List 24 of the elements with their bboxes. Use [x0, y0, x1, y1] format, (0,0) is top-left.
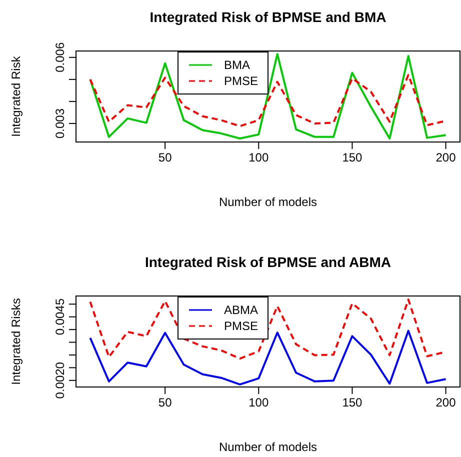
- y-axis-title: Integrated Risk: [9, 55, 23, 137]
- x-tick-label: 200: [436, 396, 456, 410]
- y-tick-label: 0.006: [53, 42, 68, 72]
- x-tick-label: 100: [248, 150, 269, 165]
- line-series: [89, 53, 447, 140]
- x-tick-label: 200: [436, 150, 456, 165]
- legend-label: PMSE: [224, 74, 258, 88]
- x-axis-title: Number of models: [218, 440, 318, 454]
- legend-label: ABMA: [224, 303, 258, 318]
- chart-title: Integrated Risk of BPMSE and ABMA: [144, 254, 392, 270]
- x-tick-label: 150: [342, 396, 363, 410]
- x-tick-label: 50: [158, 396, 172, 410]
- x-tick-label: 50: [158, 150, 172, 165]
- y-tick-label: 0.003: [53, 108, 68, 139]
- y-tick-label: 0.0045: [53, 298, 68, 336]
- x-tick-label: 150: [342, 150, 363, 165]
- line-series: [89, 330, 447, 386]
- chart-title: Integrated Risk of BPMSE and BMA: [150, 9, 386, 25]
- y-axis-title: Integrated Risks: [9, 298, 23, 385]
- legend-label: BMA: [224, 58, 250, 72]
- x-tick-label: 100: [248, 396, 269, 410]
- legend-label: PMSE: [224, 319, 258, 334]
- y-tick-label: 0.0020: [53, 362, 68, 399]
- x-axis-title: Number of models: [218, 195, 318, 209]
